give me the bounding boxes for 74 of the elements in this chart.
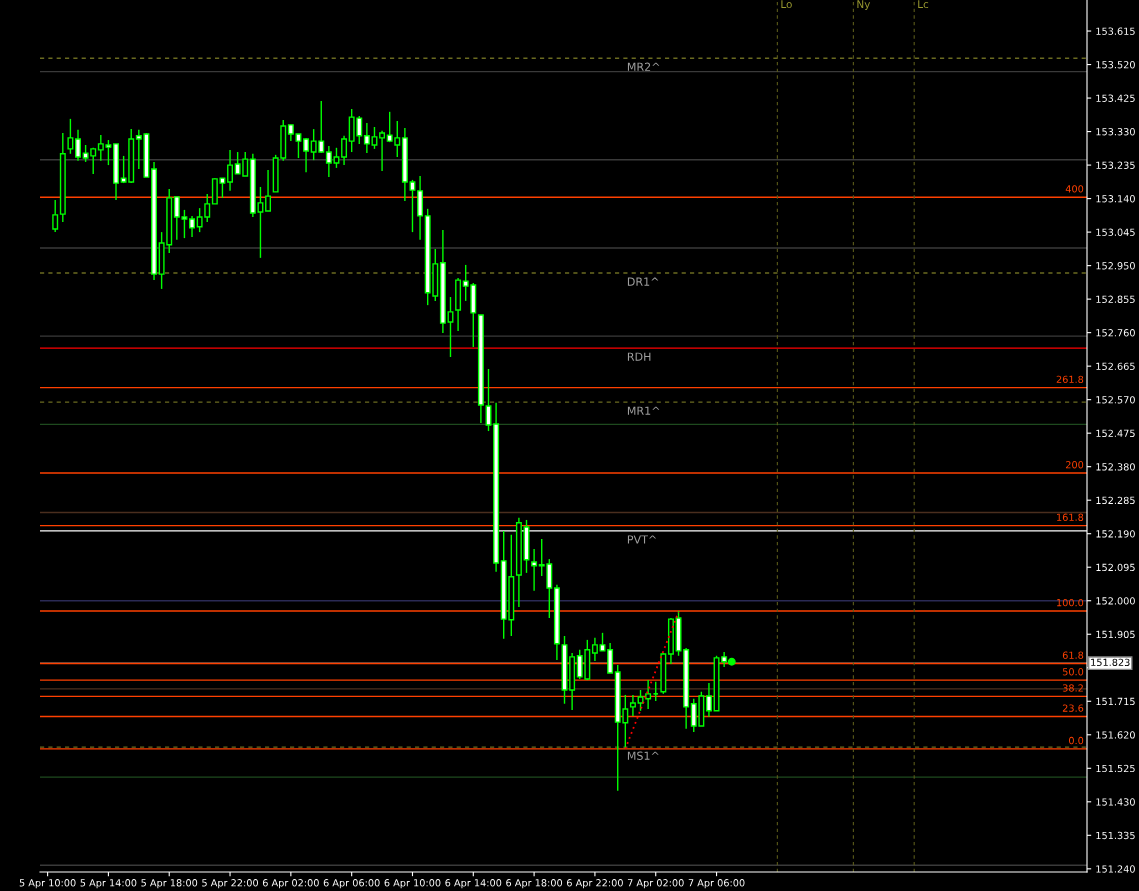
y-tick-label: 152.570	[1096, 396, 1135, 404]
annotation: 100.0	[1057, 598, 1084, 607]
x-tick-label: 5 Apr 14:00	[80, 879, 137, 889]
candlestick	[52, 199, 59, 233]
annotation: 261.8	[1056, 375, 1084, 384]
x-tick-label: 6 Apr 22:00	[567, 879, 623, 889]
x-tick-label: 5 Apr 18:00	[141, 879, 198, 889]
y-tick-label: 152.475	[1096, 429, 1135, 438]
annotation: 38.2	[1062, 684, 1083, 692]
annotation: 50.0	[1062, 668, 1084, 676]
candlestick	[629, 694, 636, 717]
ref-line-label: Ny	[857, 0, 871, 11]
candlestick	[379, 130, 386, 172]
annotation: 0.0	[1069, 736, 1084, 745]
x-tick-label: 6 Apr 02:00	[262, 879, 319, 889]
y-tick-label: 153.235	[1096, 161, 1135, 169]
annotation: 23.6	[1062, 704, 1084, 712]
annotation: 61.8	[1062, 651, 1084, 659]
candlestick	[409, 179, 416, 233]
y-tick-label: 151.715	[1096, 697, 1135, 706]
x-tick-label: 6 Apr 18:00	[506, 879, 563, 889]
y-tick-label: 151.620	[1096, 731, 1135, 739]
candlestick	[189, 215, 196, 238]
annotation: MS1^	[627, 751, 659, 760]
y-tick-label: 152.095	[1096, 563, 1135, 572]
candlestick	[705, 682, 712, 718]
candlestick	[591, 637, 598, 662]
x-tick-label: 6 Apr 14:00	[445, 879, 502, 889]
annotation: PVT^	[627, 535, 657, 544]
y-tick-label: 152.190	[1096, 530, 1135, 538]
y-tick-label: 153.330	[1096, 128, 1135, 136]
y-tick-label: 152.000	[1096, 597, 1135, 605]
y-tick-label: 151.430	[1096, 798, 1135, 806]
annotation: 161.8	[1057, 513, 1084, 521]
x-tick-label: 5 Apr 22:00	[202, 879, 258, 889]
ref-line-label: Lc	[918, 0, 929, 9]
candlestick	[303, 137, 310, 173]
x-tick-label: 7 Apr 06:00	[688, 879, 745, 889]
x-tick-label: 7 Apr 02:00	[627, 879, 684, 889]
ref-line-label: Lo	[781, 0, 792, 9]
x-tick-label: 5 Apr 10:00	[19, 879, 76, 889]
x-tick-label: 6 Apr 10:00	[384, 879, 441, 889]
x-tick-label: 6 Apr 06:00	[323, 879, 380, 889]
annotation: 200	[1065, 461, 1084, 469]
candlestick	[227, 149, 234, 192]
annotation: DR1^	[627, 277, 659, 286]
y-tick-label: 153.615	[1096, 27, 1135, 35]
y-tick-label: 151.905	[1096, 630, 1135, 639]
candlestick	[341, 135, 348, 166]
candlestick	[75, 129, 81, 162]
candlestick	[607, 642, 614, 674]
y-tick-label: 151.525	[1096, 764, 1135, 773]
candlestick	[447, 296, 454, 358]
ref-line-label: 151.823	[1091, 658, 1130, 666]
y-tick-label: 152.760	[1096, 329, 1135, 337]
y-tick-label: 151.335	[1096, 831, 1135, 840]
y-tick-label: 153.140	[1096, 195, 1135, 203]
candlestick	[67, 118, 74, 155]
y-tick-label: 153.425	[1096, 94, 1135, 102]
annotation: RDH	[627, 352, 651, 361]
y-tick-label: 153.520	[1096, 61, 1135, 69]
candlestick	[531, 548, 538, 592]
y-tick-label: 152.380	[1096, 463, 1135, 471]
y-tick-label: 152.950	[1096, 262, 1135, 270]
y-tick-label: 152.285	[1096, 496, 1135, 505]
y-tick-label: 152.855	[1096, 295, 1135, 303]
y-tick-label: 153.045	[1096, 228, 1135, 236]
annotation: MR2^	[627, 62, 660, 71]
candlestick	[265, 169, 272, 212]
candlestick	[652, 681, 659, 702]
y-tick-label: 152.665	[1096, 362, 1135, 370]
annotation: MR1^	[627, 406, 660, 415]
y-tick-label: 151.240	[1096, 865, 1135, 873]
annotation: 400	[1065, 185, 1084, 193]
